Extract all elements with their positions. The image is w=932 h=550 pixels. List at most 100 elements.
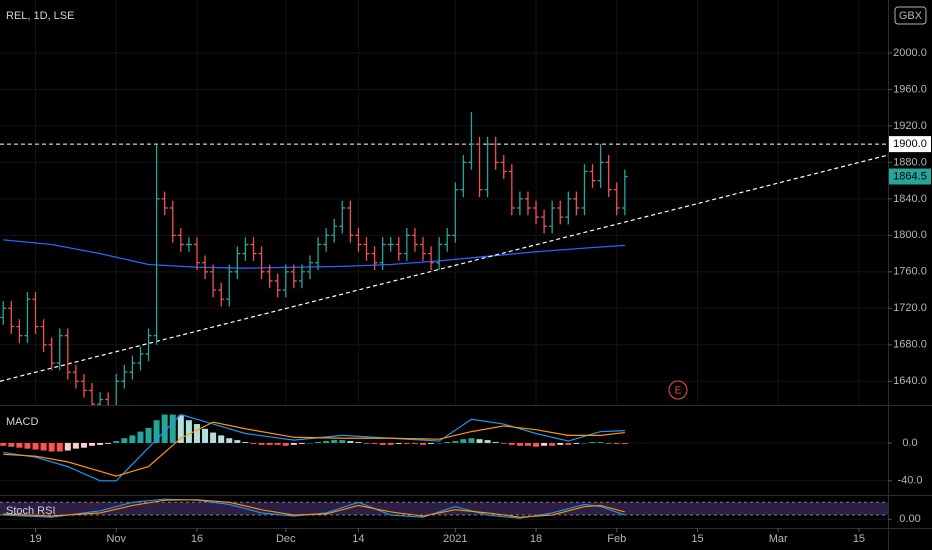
histogram-bar (323, 441, 330, 443)
currency[interactable]: GBX (899, 10, 923, 22)
histogram-bar (169, 414, 176, 443)
histogram-bar (452, 441, 459, 443)
trend-line (0, 154, 888, 382)
histogram-bar (339, 440, 346, 443)
histogram-bar (250, 442, 257, 444)
histogram-bar (129, 435, 136, 443)
y-tick-label: 1720.0 (893, 302, 927, 314)
band (0, 502, 888, 516)
histogram-bar (290, 442, 297, 445)
x-tick-label: 2021 (443, 533, 467, 545)
histogram-bar (524, 442, 531, 446)
earnings-marker[interactable] (668, 380, 688, 400)
x-tick-label: 18 (530, 533, 542, 545)
histogram-bar (161, 414, 168, 443)
histogram-bar (153, 420, 160, 443)
histogram-bar (226, 438, 233, 443)
y-tick-label: 1680.0 (893, 339, 927, 351)
signal-line (3, 421, 625, 477)
histogram-bar (621, 442, 628, 444)
histogram-bar (420, 442, 427, 445)
histogram-bar (218, 435, 225, 443)
horizontal-line-label: 1900.0 (893, 138, 927, 150)
histogram-bar (613, 442, 620, 444)
x-tick-label: 15 (691, 533, 703, 545)
axes: 1640.0 1680.0 1720.0 1760.0 1800.0 1840.0 1880… (29, 47, 931, 545)
currency-box[interactable] (894, 6, 927, 25)
stoch-title: Stoch RSI (6, 505, 56, 517)
histogram-bar (48, 442, 55, 452)
x-tick-label: 19 (29, 533, 41, 545)
histogram-bar (121, 438, 128, 443)
histogram-bar (428, 442, 435, 444)
symbol-title: REL, 1D, LSE (6, 10, 74, 22)
histogram-bar (331, 440, 338, 443)
histogram-bar (306, 442, 313, 444)
histogram-bar (565, 442, 572, 445)
price-pane (0, 0, 888, 405)
x-tick-label: Mar (769, 533, 788, 545)
x-tick-label: Dec (276, 533, 296, 545)
histogram-bar (484, 440, 491, 443)
histogram-bar (193, 424, 200, 443)
histogram-bar (24, 442, 31, 449)
histogram-bar (113, 441, 120, 443)
histogram-bar (379, 442, 386, 445)
histogram-bar (242, 442, 249, 443)
histogram-bar (177, 415, 184, 443)
earnings-label[interactable]: E (675, 386, 682, 397)
horizontal-line-box (889, 136, 931, 153)
y-tick-label: 1960.0 (893, 83, 927, 95)
histogram-bar (8, 442, 15, 447)
histogram-bar (258, 442, 265, 445)
histogram-bar (533, 442, 540, 447)
y-tick-label: -40.0 (897, 475, 922, 487)
k-line (3, 498, 626, 519)
y-tick-label: 2000.0 (893, 47, 927, 59)
histogram-bar (460, 439, 467, 443)
histogram-bar (274, 442, 281, 445)
y-tick-label: 1760.0 (893, 266, 927, 278)
histogram-bar (411, 442, 418, 444)
histogram-bar (589, 442, 596, 443)
histogram-bar (581, 442, 588, 444)
x-tick-label: Nov (106, 533, 126, 545)
histogram-bar (508, 442, 515, 445)
histogram-bar (298, 442, 305, 444)
histogram-bar (145, 427, 152, 443)
y-tick-label: 1880.0 (893, 156, 927, 168)
y-tick-label: 1840.0 (893, 193, 927, 205)
y-tick-label: 1640.0 (893, 375, 927, 387)
histogram-bar (16, 442, 23, 448)
histogram-bar (347, 441, 354, 443)
stoch-pane (0, 498, 888, 520)
histogram-bar (476, 439, 483, 443)
histogram-bar (80, 442, 87, 448)
histogram-bar (234, 440, 241, 443)
macd-pane (0, 413, 888, 482)
histogram-bar (403, 442, 410, 444)
histogram-bar (202, 428, 209, 443)
histogram-bar (444, 442, 451, 443)
histogram-bar (549, 442, 556, 446)
histogram-bar (89, 442, 96, 446)
d-line (3, 499, 625, 518)
histogram-bar (597, 442, 604, 443)
macd-title: MACD (6, 416, 38, 428)
histogram-bar (516, 442, 523, 446)
histogram-bar (185, 420, 192, 443)
last-price-label: 1864.5 (893, 170, 927, 182)
histogram-bar (32, 442, 39, 450)
histogram-bar (137, 431, 144, 443)
last-price-box (889, 168, 931, 185)
histogram-bar (315, 442, 322, 443)
y-tick-label: 1920.0 (893, 120, 927, 132)
macd-line (3, 413, 625, 482)
y-tick-label: 1800.0 (893, 229, 927, 241)
histogram-bar (97, 442, 104, 445)
histogram-bar (0, 442, 7, 446)
histogram-bar (492, 442, 499, 443)
